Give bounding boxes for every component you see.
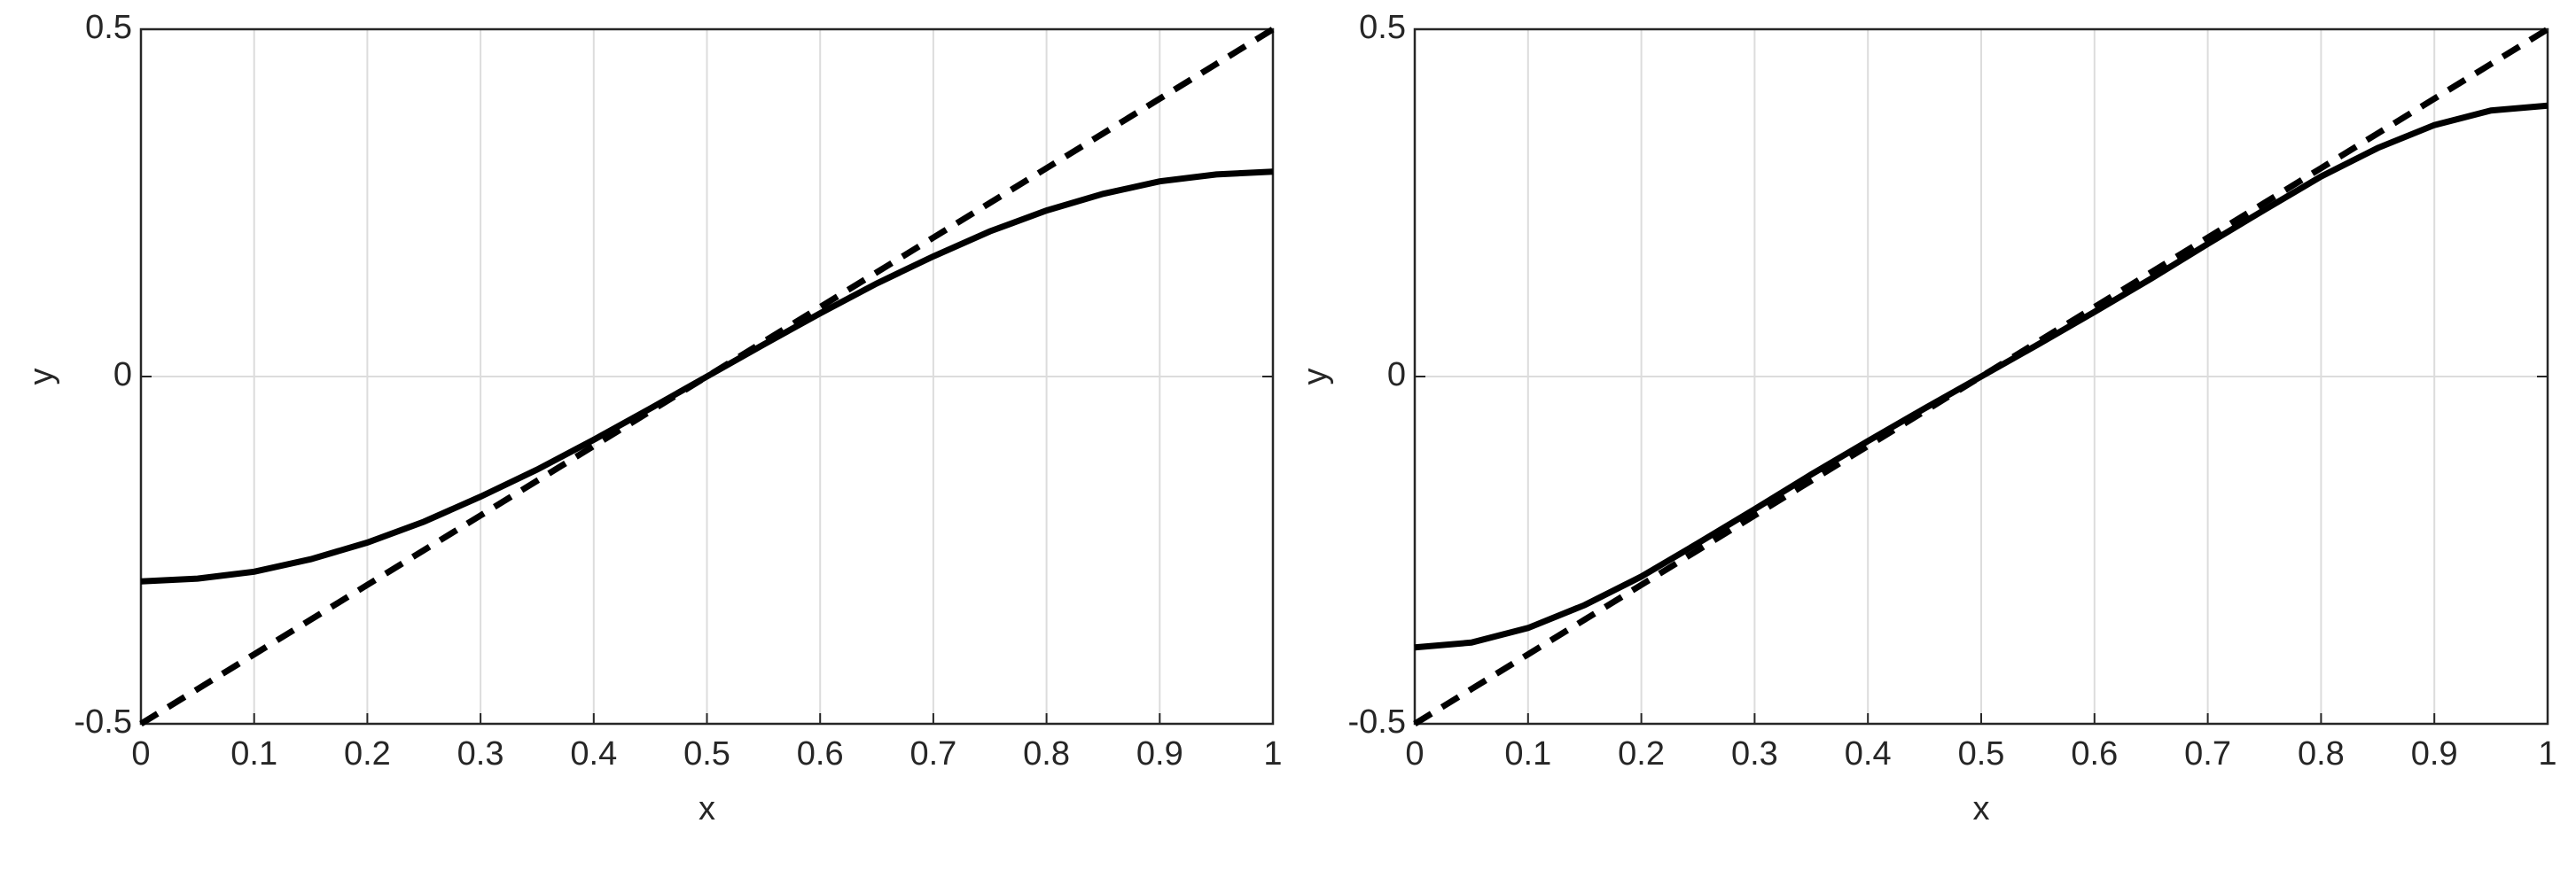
- x-tick-label: 0: [1405, 735, 1424, 773]
- x-tick-label: 0.7: [2184, 735, 2231, 773]
- x-tick-label: 0.9: [2411, 735, 2458, 773]
- x-tick-label: 0.5: [683, 735, 730, 773]
- data-line: [140, 168, 1274, 585]
- axes-frame: [1413, 27, 2549, 726]
- y-tick-label: 0: [113, 356, 132, 393]
- x-tick-label: 0.8: [1023, 735, 1070, 773]
- y-tick-label: -0.5: [1348, 703, 1406, 741]
- y-tick-label: 0: [1387, 356, 1406, 393]
- x-axis-label: x: [1973, 790, 1990, 827]
- x-tick-label: 1: [2538, 735, 2556, 773]
- x-tick-label: 0.1: [1504, 735, 1551, 773]
- x-tick-label: 0: [131, 735, 150, 773]
- x-tick-label: 0.4: [570, 735, 617, 773]
- y-tick-label: 0.5: [85, 9, 132, 46]
- y-tick-label: 0.5: [1359, 9, 1406, 46]
- x-tick-label: 0.4: [1845, 735, 1892, 773]
- x-tick-label: 0.6: [2071, 735, 2118, 773]
- x-tick-label: 0.3: [457, 735, 504, 773]
- y-axis-label: y: [23, 369, 60, 385]
- axes-frame: [139, 27, 1275, 726]
- x-tick-label: 0.2: [344, 735, 391, 773]
- x-axis-label: x: [699, 790, 715, 827]
- y-tick-label: -0.5: [74, 703, 132, 741]
- x-tick-label: 0.8: [2298, 735, 2345, 773]
- x-tick-label: 0.6: [797, 735, 844, 773]
- x-tick-label: 1: [1263, 735, 1282, 773]
- x-tick-label: 0.2: [1618, 735, 1665, 773]
- x-tick-label: 0.9: [1136, 735, 1183, 773]
- x-tick-label: 0.5: [1958, 735, 2005, 773]
- data-line: [1414, 102, 2549, 651]
- x-tick-label: 0.7: [909, 735, 956, 773]
- x-tick-label: 0.1: [230, 735, 277, 773]
- x-tick-label: 0.3: [1731, 735, 1778, 773]
- y-axis-label: y: [1297, 369, 1334, 385]
